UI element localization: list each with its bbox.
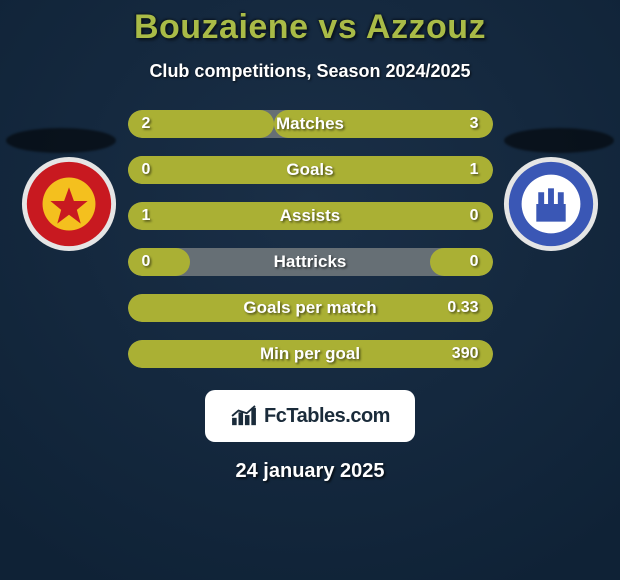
- main-area: Matches23Goals01Assists10Hattricks00Goal…: [0, 110, 620, 368]
- content-root: Bouzaiene vs Azzouz Club competitions, S…: [0, 0, 620, 580]
- bar-value-right: 3: [470, 115, 479, 133]
- bar-value-left: 1: [142, 207, 151, 225]
- bar-label: Goals per match: [243, 298, 376, 318]
- date-text: 24 january 2025: [0, 460, 620, 483]
- stat-row: Matches 2 3: [128, 110, 493, 138]
- fctables-badge: FcTables.com: [205, 390, 415, 442]
- bar-value-right: 390: [452, 345, 479, 363]
- club-badge-right: [502, 155, 600, 253]
- page-title: Bouzaiene vs Azzouz: [0, 0, 620, 47]
- usm-logo-icon: [502, 155, 600, 253]
- bar-fill-right: [430, 248, 492, 276]
- bar-label: Min per goal: [260, 344, 360, 364]
- bar-label: Hattricks: [274, 252, 347, 272]
- bar-label: Goals: [286, 160, 333, 180]
- stat-row: Goals per match 0.33: [128, 294, 493, 322]
- bar-value-left: 2: [142, 115, 151, 133]
- stat-row: Assists 1 0: [128, 202, 493, 230]
- subtitle: Club competitions, Season 2024/2025: [0, 61, 620, 82]
- stat-bars: Matches23Goals01Assists10Hattricks00Goal…: [128, 110, 493, 368]
- esperance-logo-icon: [20, 155, 118, 253]
- bar-value-right: 0.33: [447, 299, 478, 317]
- bar-value-left: 0: [142, 253, 151, 271]
- bar-fill-left: [128, 156, 190, 184]
- bar-value-left: 0: [142, 161, 151, 179]
- stat-row: Min per goal 390: [128, 340, 493, 368]
- chart-icon: [230, 405, 258, 427]
- stat-row: Goals 0 1: [128, 156, 493, 184]
- bar-fill-left: [128, 248, 190, 276]
- club-badge-left: [20, 155, 118, 253]
- bar-value-right: 0: [470, 253, 479, 271]
- bar-label: Assists: [280, 206, 340, 226]
- fctables-text: FcTables.com: [264, 405, 390, 428]
- bar-label: Matches: [276, 114, 344, 134]
- stat-row: Hattricks 0 0: [128, 248, 493, 276]
- bar-value-right: 0: [470, 207, 479, 225]
- bar-value-right: 1: [470, 161, 479, 179]
